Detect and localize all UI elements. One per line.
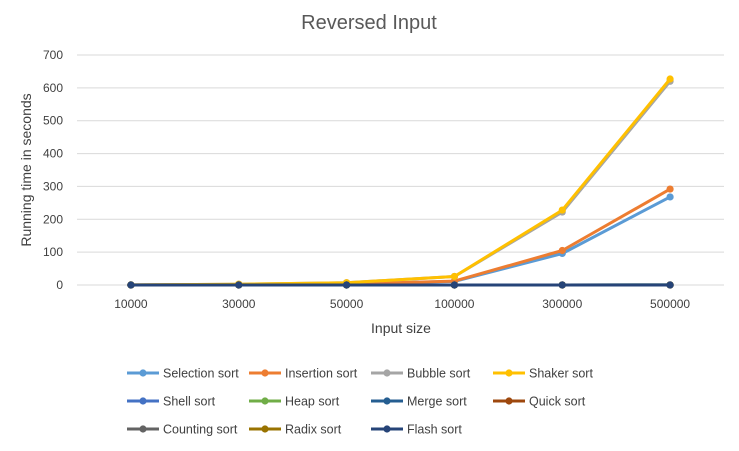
y-axis-title: Running time in seconds bbox=[18, 93, 34, 246]
legend-swatch-marker bbox=[139, 425, 147, 433]
legend-label: Selection sort bbox=[163, 367, 239, 381]
legend-swatch-marker bbox=[139, 369, 147, 377]
x-tick-label: 30000 bbox=[222, 297, 256, 311]
legend-label: Radix sort bbox=[285, 423, 342, 437]
series-selection-sort bbox=[127, 193, 674, 289]
legend-label: Flash sort bbox=[407, 423, 462, 437]
series-group bbox=[127, 75, 674, 289]
x-axis-ticks: 10000 30000 50000 100000 300000 500000 bbox=[114, 297, 690, 311]
y-tick-label: 400 bbox=[43, 147, 63, 161]
legend-label: Quick sort bbox=[529, 395, 586, 409]
data-point bbox=[558, 281, 566, 289]
series-line bbox=[129, 77, 672, 287]
legend-swatch-marker bbox=[261, 425, 269, 433]
y-tick-label: 300 bbox=[43, 179, 63, 193]
legend-swatch-marker bbox=[505, 397, 513, 405]
legend-item: Counting sort bbox=[127, 423, 238, 437]
series-line bbox=[129, 187, 672, 287]
data-point bbox=[666, 193, 674, 201]
legend-item: Shaker sort bbox=[493, 367, 593, 381]
legend-item: Flash sort bbox=[371, 423, 462, 437]
legend-item: Heap sort bbox=[249, 395, 340, 409]
x-tick-label: 100000 bbox=[434, 297, 474, 311]
data-point bbox=[450, 272, 459, 281]
legend-swatch-marker bbox=[261, 397, 269, 405]
legend-swatch-marker bbox=[139, 397, 147, 405]
legend-label: Shaker sort bbox=[529, 367, 593, 381]
legend-label: Insertion sort bbox=[285, 367, 358, 381]
series-bubble-sort bbox=[127, 77, 674, 289]
legend-item: Insertion sort bbox=[249, 367, 358, 381]
legend-swatch-marker bbox=[383, 369, 391, 377]
data-point bbox=[235, 281, 243, 289]
chart-title: Reversed Input bbox=[301, 12, 437, 34]
legend-item: Bubble sort bbox=[371, 367, 471, 381]
legend-item: Quick sort bbox=[493, 395, 586, 409]
data-point bbox=[666, 185, 674, 193]
data-point bbox=[450, 281, 459, 289]
legend-item: Shell sort bbox=[127, 395, 216, 409]
series-shaker-sort bbox=[127, 75, 674, 289]
data-point bbox=[342, 281, 351, 289]
y-tick-label: 600 bbox=[43, 81, 63, 95]
x-tick-label: 50000 bbox=[330, 297, 364, 311]
legend-swatch-marker bbox=[505, 369, 513, 377]
data-point bbox=[666, 75, 674, 83]
legend-item: Selection sort bbox=[127, 367, 239, 381]
legend-swatch-marker bbox=[383, 397, 391, 405]
legend-label: Bubble sort bbox=[407, 367, 471, 381]
legend-label: Merge sort bbox=[407, 395, 467, 409]
legend-label: Shell sort bbox=[163, 395, 216, 409]
legend-swatch-marker bbox=[261, 369, 269, 377]
legend-item: Radix sort bbox=[249, 423, 342, 437]
data-point bbox=[558, 246, 566, 255]
y-axis-ticks: 0 100 200 300 400 500 600 700 bbox=[43, 48, 63, 292]
x-tick-label: 10000 bbox=[114, 297, 148, 311]
series-flash-sort bbox=[127, 281, 674, 289]
series-line bbox=[129, 79, 672, 287]
y-tick-label: 700 bbox=[43, 48, 63, 62]
y-tick-label: 0 bbox=[56, 278, 63, 292]
legend: Selection sort Insertion sort Bubble sort S… bbox=[127, 367, 593, 437]
legend-item: Merge sort bbox=[371, 395, 467, 409]
data-point bbox=[127, 281, 135, 289]
x-tick-label: 300000 bbox=[542, 297, 582, 311]
data-point bbox=[666, 281, 674, 289]
series-line bbox=[129, 195, 672, 287]
y-tick-label: 200 bbox=[43, 212, 63, 226]
legend-swatch-marker bbox=[383, 425, 391, 433]
data-point bbox=[558, 206, 566, 214]
x-axis-title: Input size bbox=[371, 320, 431, 336]
y-tick-label: 500 bbox=[43, 114, 63, 128]
legend-label: Heap sort bbox=[285, 395, 340, 409]
legend-label: Counting sort bbox=[163, 423, 238, 437]
x-tick-label: 500000 bbox=[650, 297, 690, 311]
gridlines bbox=[77, 54, 724, 286]
y-tick-label: 100 bbox=[43, 245, 63, 259]
